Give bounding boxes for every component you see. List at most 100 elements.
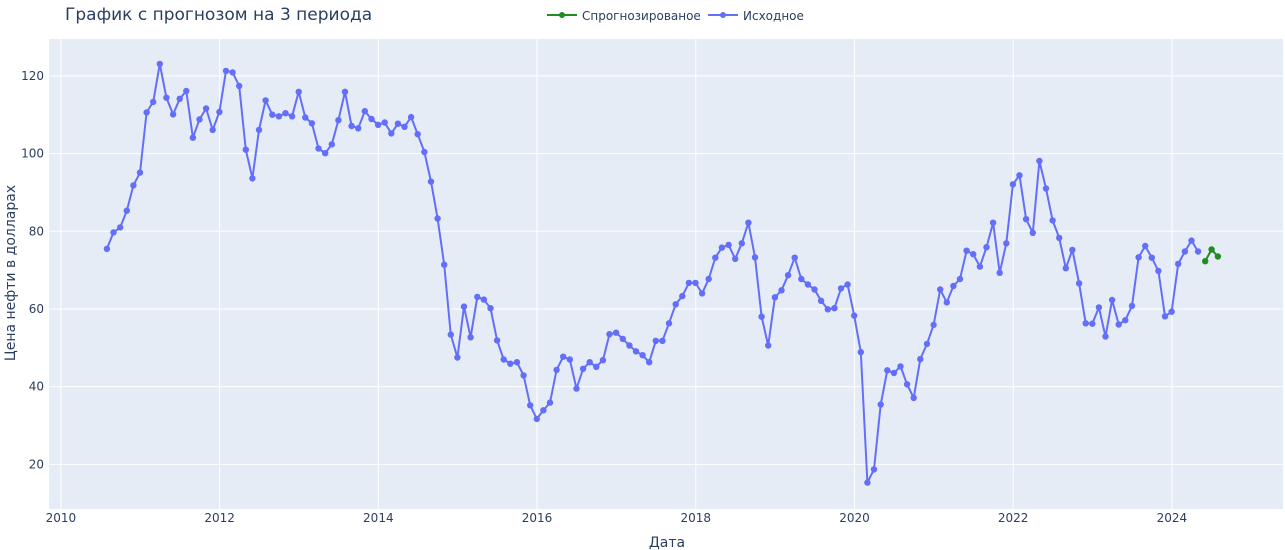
- data-point-original[interactable]: [500, 356, 507, 363]
- data-point-original[interactable]: [441, 261, 448, 268]
- data-point-original[interactable]: [1089, 320, 1096, 327]
- data-point-original[interactable]: [427, 178, 435, 185]
- data-point-original[interactable]: [1049, 217, 1056, 224]
- data-point-original[interactable]: [156, 60, 163, 68]
- data-point-original[interactable]: [1181, 248, 1189, 255]
- data-point-original[interactable]: [1115, 321, 1122, 328]
- data-point-original[interactable]: [685, 279, 693, 287]
- data-point-original[interactable]: [1082, 320, 1089, 327]
- data-point-original[interactable]: [202, 105, 210, 112]
- data-point-original[interactable]: [679, 292, 686, 300]
- data-point-original[interactable]: [1175, 260, 1182, 268]
- data-point-original[interactable]: [791, 254, 798, 261]
- data-point-original[interactable]: [520, 372, 527, 379]
- data-point-original[interactable]: [903, 381, 911, 388]
- data-point-original[interactable]: [1135, 254, 1142, 261]
- data-point-original[interactable]: [1142, 242, 1149, 250]
- data-point-original[interactable]: [1042, 185, 1050, 192]
- data-point-original[interactable]: [1128, 302, 1136, 310]
- data-point-original[interactable]: [897, 363, 904, 370]
- data-point-original[interactable]: [130, 182, 137, 189]
- data-point-original[interactable]: [368, 115, 375, 123]
- data-point-original[interactable]: [1075, 280, 1083, 287]
- data-point-original[interactable]: [196, 116, 203, 123]
- data-point-original[interactable]: [864, 479, 871, 486]
- data-point-original[interactable]: [1122, 317, 1129, 324]
- data-point-original[interactable]: [540, 407, 547, 414]
- data-point-original[interactable]: [1108, 296, 1116, 304]
- data-point-original[interactable]: [672, 301, 679, 308]
- data-point-original[interactable]: [811, 286, 818, 293]
- data-point-original[interactable]: [1029, 229, 1037, 236]
- data-point-original[interactable]: [1188, 237, 1195, 244]
- data-point-original[interactable]: [308, 120, 316, 127]
- data-point-original[interactable]: [407, 113, 415, 121]
- data-point-original[interactable]: [507, 360, 514, 367]
- data-point-original[interactable]: [593, 363, 600, 370]
- data-point-original[interactable]: [884, 367, 891, 374]
- data-point-forecast[interactable]: [1208, 246, 1215, 253]
- data-point-original[interactable]: [586, 359, 593, 366]
- data-point-original[interactable]: [553, 366, 560, 374]
- data-point-original[interactable]: [361, 108, 368, 115]
- data-point-original[interactable]: [745, 219, 752, 226]
- data-point-original[interactable]: [732, 255, 739, 263]
- data-point-original[interactable]: [348, 122, 355, 130]
- data-point-original[interactable]: [1155, 267, 1162, 275]
- data-point-original[interactable]: [844, 281, 851, 288]
- data-point-original[interactable]: [103, 245, 111, 252]
- chart-legend[interactable]: Спрогнозированое Исходное: [547, 9, 804, 23]
- data-point-original[interactable]: [527, 402, 534, 409]
- data-point-original[interactable]: [1016, 172, 1023, 179]
- data-point-original[interactable]: [1003, 240, 1010, 247]
- data-point-original[interactable]: [771, 294, 779, 301]
- data-point-original[interactable]: [778, 287, 785, 294]
- data-point-original[interactable]: [249, 175, 256, 182]
- data-point-original[interactable]: [890, 369, 898, 377]
- data-point-original[interactable]: [216, 108, 223, 116]
- data-point-original[interactable]: [632, 348, 640, 355]
- data-point-original[interactable]: [150, 98, 157, 106]
- data-point-original[interactable]: [910, 394, 917, 402]
- data-point-original[interactable]: [718, 244, 726, 251]
- data-point-original[interactable]: [288, 113, 296, 120]
- data-point-original[interactable]: [857, 348, 864, 356]
- data-point-original[interactable]: [302, 114, 309, 121]
- data-point-original[interactable]: [837, 285, 845, 292]
- data-point-original[interactable]: [1022, 216, 1030, 223]
- data-point-original[interactable]: [460, 303, 468, 310]
- data-point-original[interactable]: [817, 297, 825, 304]
- data-point-original[interactable]: [712, 254, 719, 261]
- data-point-original[interactable]: [851, 312, 858, 319]
- data-point-original[interactable]: [414, 131, 421, 138]
- data-point-original[interactable]: [169, 111, 177, 118]
- data-point-original[interactable]: [751, 254, 759, 261]
- data-point-original[interactable]: [870, 466, 878, 473]
- data-point-original[interactable]: [970, 251, 977, 258]
- data-point-original[interactable]: [619, 335, 626, 343]
- data-point-original[interactable]: [1069, 246, 1076, 254]
- data-point-original[interactable]: [626, 342, 633, 349]
- data-point-original[interactable]: [189, 134, 197, 141]
- data-point-original[interactable]: [989, 219, 997, 226]
- data-point-original[interactable]: [493, 337, 501, 344]
- data-point-original[interactable]: [374, 121, 382, 128]
- data-point-original[interactable]: [798, 275, 805, 283]
- data-point-original[interactable]: [262, 97, 269, 104]
- data-point-original[interactable]: [599, 357, 607, 364]
- legend-item-forecast[interactable]: Спрогнозированое: [547, 9, 701, 23]
- data-point-original[interactable]: [692, 279, 699, 287]
- data-point-original[interactable]: [275, 113, 283, 120]
- data-point-original[interactable]: [930, 321, 937, 329]
- data-point-original[interactable]: [652, 337, 659, 344]
- data-point-original[interactable]: [784, 272, 792, 279]
- data-point-original[interactable]: [665, 320, 673, 327]
- data-point-original[interactable]: [698, 290, 706, 297]
- data-point-original[interactable]: [434, 215, 441, 222]
- data-point-original[interactable]: [560, 353, 567, 360]
- data-point-original[interactable]: [322, 150, 329, 157]
- data-point-original[interactable]: [877, 401, 884, 408]
- data-point-original[interactable]: [1161, 313, 1169, 320]
- data-point-original[interactable]: [282, 110, 289, 117]
- data-point-original[interactable]: [1168, 308, 1175, 315]
